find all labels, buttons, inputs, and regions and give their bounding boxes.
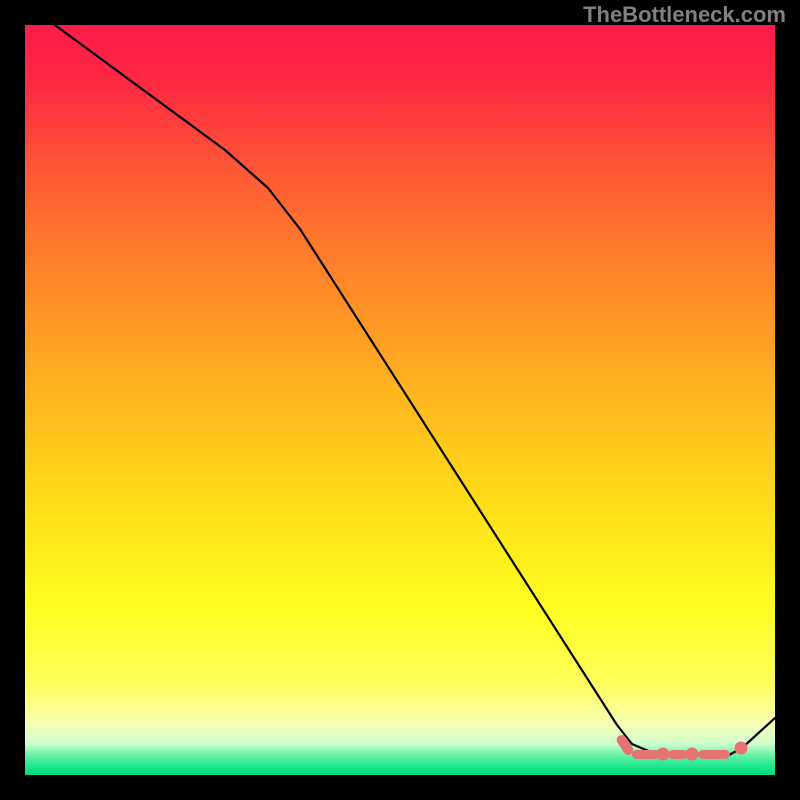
chart-container: TheBottleneck.com [0,0,800,800]
curve-markers [0,0,800,800]
watermark-text: TheBottleneck.com [583,2,786,28]
